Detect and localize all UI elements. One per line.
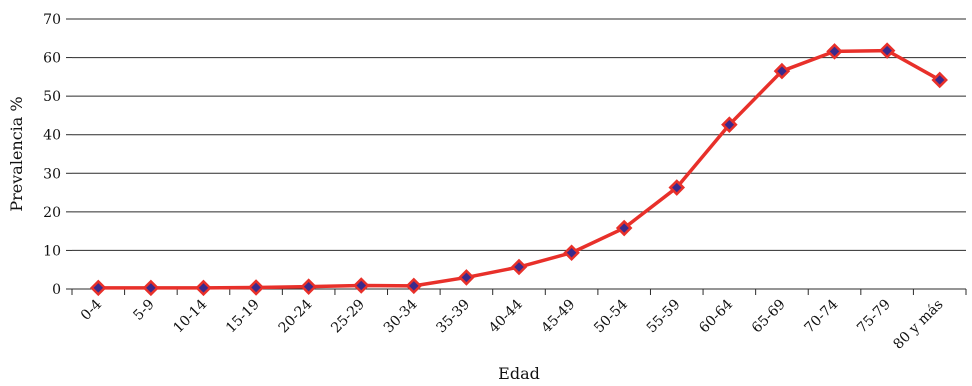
y-tick-label: 40 [43,128,61,144]
data-point-marker [90,279,107,297]
x-tick-label: 30-34 [381,296,421,336]
gridlines [66,18,967,295]
y-tick-label: 70 [43,12,61,28]
data-point-marker [721,116,738,133]
x-tick-label: 20-24 [276,296,316,336]
series-line [96,48,942,290]
y-tick-label: 30 [43,166,61,182]
x-tick-label: 15-19 [223,297,263,337]
data-point-marker [142,279,160,297]
x-tick-label: 25-29 [328,297,368,337]
x-tick-label: 55-59 [644,297,684,337]
x-tick-label: 0-4 [78,296,105,323]
data-point-marker [563,244,580,262]
data-point-marker [773,62,791,80]
data-point-marker [458,269,475,286]
data-point-marker [615,219,633,237]
data-point-marker [878,42,896,59]
x-tick-label: 45-49 [539,297,579,337]
x-tick-label: 70-74 [802,296,842,336]
series [90,42,948,297]
y-axis-title: Prevalencia % [7,96,26,211]
x-tick-label: 35-39 [433,297,473,337]
y-tick-label: 60 [43,51,61,67]
data-point-marker [826,43,843,60]
data-point-marker [405,277,423,295]
data-point-marker [931,71,948,89]
y-tick-label: 10 [43,243,61,259]
x-tick-label: 40-44 [486,296,526,336]
data-point-marker [300,278,317,295]
data-point-marker [668,179,686,196]
data-point-marker [510,258,528,276]
x-tick-label: 75-79 [854,297,894,337]
x-tick-label: 50-54 [591,296,631,336]
data-point-marker [195,279,212,297]
x-tick-label: 10-14 [170,296,210,336]
data-point-marker [352,277,370,294]
data-point-marker [247,279,265,296]
y-tick-labels: 0 10 20 30 40 50 60 70 [43,12,61,298]
x-tick-label: 80 y más [890,297,946,353]
y-tick-label: 0 [52,282,61,298]
x-tick-label: 60-64 [696,296,736,336]
x-tick-label: 65-69 [749,297,789,337]
y-tick-label: 50 [43,89,61,105]
x-tick-label: 5-9 [130,297,157,324]
x-axis-title: Edad [498,364,540,383]
y-tick-label: 20 [43,205,61,221]
x-tick-labels: 0-4 5-9 10-14 15-19 20-24 25-29 30-34 35-39 40-4… [78,296,947,352]
